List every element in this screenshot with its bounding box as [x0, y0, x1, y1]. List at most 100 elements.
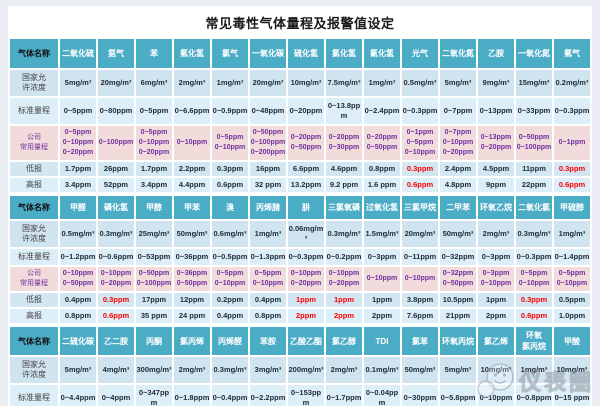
gas-table-2: 气体名称 甲醛 磷化氢 甲醇 甲苯溴丙烯腈肼三氯氧磷 过氧化氢 三氯甲烷 二甲苯 环氧乙烷 二氧化…	[8, 194, 592, 325]
company-value-cell: 0~10ppm	[362, 265, 402, 293]
low-value-cell: 0.3ppm	[400, 160, 440, 178]
company-value-cell: 0~32ppm 0~50ppm	[438, 265, 478, 293]
national-value-cell: 20mg/m³	[248, 68, 288, 98]
high-value-cell: 2ppm	[286, 307, 326, 325]
standard-value-cell: 0~20ppm	[286, 96, 326, 126]
company-value-cell: 0~5ppm 0~10ppm	[514, 265, 554, 293]
national-value-cell: 200mg/m³	[286, 355, 326, 385]
high-value-cell: 0.8ppm	[58, 307, 98, 325]
gas-name-header: 氯乙烯	[476, 325, 516, 357]
standard-value-cell: 0~1.2ppm	[58, 247, 98, 267]
national-value-cell: 10mg/m³	[286, 68, 326, 98]
standard-value-cell: 0~0.8ppm	[514, 383, 554, 406]
gas-name-header: 甲醇	[134, 194, 174, 221]
row-label-gas: 气体名称	[8, 37, 60, 70]
gas-name-header-row: 气体名称 二硫化碳 乙二胺 丙酮 氯丙烯 丙烯醛 苯胺 乙酸乙酯 氯乙醇 TDI 氯苯 环氧丙烷 氯乙烯…	[8, 325, 592, 357]
high-value-cell: 35 ppm	[134, 307, 174, 325]
standard-value-cell: 0~2.2ppm	[248, 383, 288, 406]
gas-name-header: 苯胺	[248, 325, 288, 357]
gas-name-header: 丙烯醛	[210, 325, 250, 357]
page-title: 常见毒性气体量程及报警值设定	[205, 16, 395, 31]
low-value-cell: 16ppm	[248, 160, 288, 178]
national-value-cell: 10mg/m³	[476, 355, 516, 385]
standard-value-cell: 0~5ppm	[134, 96, 174, 126]
gas-name-header: 二氧化氮	[438, 37, 478, 70]
gas-name-header: 氯化氢	[324, 37, 364, 70]
company-value-cell: 0~50ppm 0~100ppm	[134, 265, 174, 293]
high-value-cell: 3.4ppm	[134, 176, 174, 194]
standard-value-cell: 0~6.6ppm	[172, 96, 212, 126]
gas-name-header: 丙酮	[134, 325, 174, 357]
low-value-cell: 3.8ppm	[400, 291, 440, 309]
standard-value-cell: 0~53ppm	[134, 247, 174, 267]
document-page: 常见毒性气体量程及报警值设定 气体名称 二氧化硫 氨气苯氟化氢 氯气 一氧化碳 硫化氢 氯化…	[8, 6, 592, 406]
high-value-cell: 24 ppm	[172, 307, 212, 325]
gas-name-header: 一氧化碳	[248, 37, 288, 70]
gas-name-header: 氯气	[210, 37, 250, 70]
row-label-national: 国家允 许浓度	[8, 68, 60, 98]
gas-name-header: 二氧化氯	[514, 194, 554, 221]
low-value-cell: 2.4ppm	[438, 160, 478, 178]
gas-name-header: 氯乙醇	[324, 325, 364, 357]
standard-value-cell: 0~30ppm	[400, 383, 440, 406]
company-value-cell: 0~5ppm 0~10ppm	[210, 265, 250, 293]
national-value-cell: 2mg/m³	[324, 355, 364, 385]
gas-name-header: 二甲苯	[438, 194, 478, 221]
standard-value-cell: 0~4.4ppm	[58, 383, 98, 406]
standard-value-cell: 0~1.4ppm	[552, 247, 592, 267]
standard-value-cell: 0~32ppm	[438, 247, 478, 267]
national-row: 国家允 许浓度 5mg/m³ 4mg/m³ 300mg/m³ 2mg/m³ 0.3mg/m…	[8, 355, 592, 385]
low-value-cell: 0.3ppm	[552, 160, 592, 178]
low-value-cell: 1ppm	[362, 291, 402, 309]
row-label-gas: 气体名称	[8, 194, 60, 221]
gas-name-header: 氟气	[552, 37, 592, 70]
low-value-cell: 1ppm	[476, 291, 516, 309]
company-value-cell: 0~10ppm 0~20ppm	[96, 265, 136, 293]
standard-value-cell: 0~13ppm	[476, 96, 516, 126]
gas-name-header: 一氧化氮	[514, 37, 554, 70]
company-value-cell: 0~10ppm 0~50ppm	[58, 265, 98, 293]
low-value-cell: 0.3ppm	[514, 291, 554, 309]
row-label-standard: 标准量程	[8, 383, 60, 406]
gas-name-header: 苯	[134, 37, 174, 70]
national-value-cell: 20mg/m³	[96, 68, 136, 98]
high-value-cell: 13.2ppm	[286, 176, 326, 194]
standard-value-cell: 0~0.3ppm	[552, 96, 592, 126]
company-value-cell: 0~5ppm 0~10ppm	[552, 265, 592, 293]
gas-name-header: 氨气	[96, 37, 136, 70]
standard-value-cell: 0~13.8ppm	[324, 96, 364, 126]
gas-tables-container: 气体名称 二氧化硫 氨气苯氟化氢 氯气 一氧化碳 硫化氢 氯化氢 氰化氢 光气 二氧化氮 乙胺 一氧化…	[8, 37, 592, 406]
national-value-cell: 0.1mg/m³	[362, 355, 402, 385]
high-value-cell: 21ppm	[438, 307, 478, 325]
row-label-national: 国家允 许浓度	[8, 219, 60, 249]
company-value-cell: 0~10ppm 0~20ppm	[324, 265, 364, 293]
national-value-cell: 0.3mg/m³	[210, 355, 250, 385]
standard-value-cell: 0~347ppm	[134, 383, 174, 406]
high-value-cell: 0.6ppm	[514, 307, 554, 325]
low-value-cell: 2.2ppm	[172, 160, 212, 178]
national-value-cell: 1mg/m³	[362, 68, 402, 98]
standard-value-cell: 0~2.4ppm	[362, 96, 402, 126]
high-value-cell: 0.6ppm	[210, 176, 250, 194]
gas-table-3: 气体名称 二硫化碳 乙二胺 丙酮 氯丙烯 丙烯醛 苯胺 乙酸乙酯 氯乙醇 TDI 氯苯 环氧丙烷 氯乙烯…	[8, 325, 592, 406]
standard-value-cell: 0~4ppm	[96, 383, 136, 406]
company-value-cell: 0~50ppm 0~100ppm	[514, 124, 554, 162]
row-label-high: 高报	[8, 307, 60, 325]
standard-value-cell: 0~11ppm	[400, 247, 440, 267]
high-value-cell: 9ppm	[476, 176, 516, 194]
national-value-cell: 4mg/m³	[96, 355, 136, 385]
high-value-cell: 32 ppm	[248, 176, 288, 194]
high-value-cell: 22ppm	[514, 176, 554, 194]
national-value-cell: 50mg/m³	[400, 355, 440, 385]
high-value-cell: 2ppm	[476, 307, 516, 325]
low-value-cell: 0.3ppm	[96, 291, 136, 309]
gas-name-header: 氰化氢	[362, 37, 402, 70]
high-value-cell: 0.4ppm	[210, 307, 250, 325]
high-value-cell: 3.4ppm	[58, 176, 98, 194]
gas-name-header: 环氧丙烷	[438, 325, 478, 357]
company-value-cell: 0~5ppm 0~10ppm	[248, 265, 288, 293]
national-value-cell: 7.5mg/m³	[324, 68, 364, 98]
low-value-cell: 12ppm	[172, 291, 212, 309]
gas-name-header: 环氧乙烷	[476, 194, 516, 221]
standard-value-cell: 0~5.8ppm	[438, 383, 478, 406]
